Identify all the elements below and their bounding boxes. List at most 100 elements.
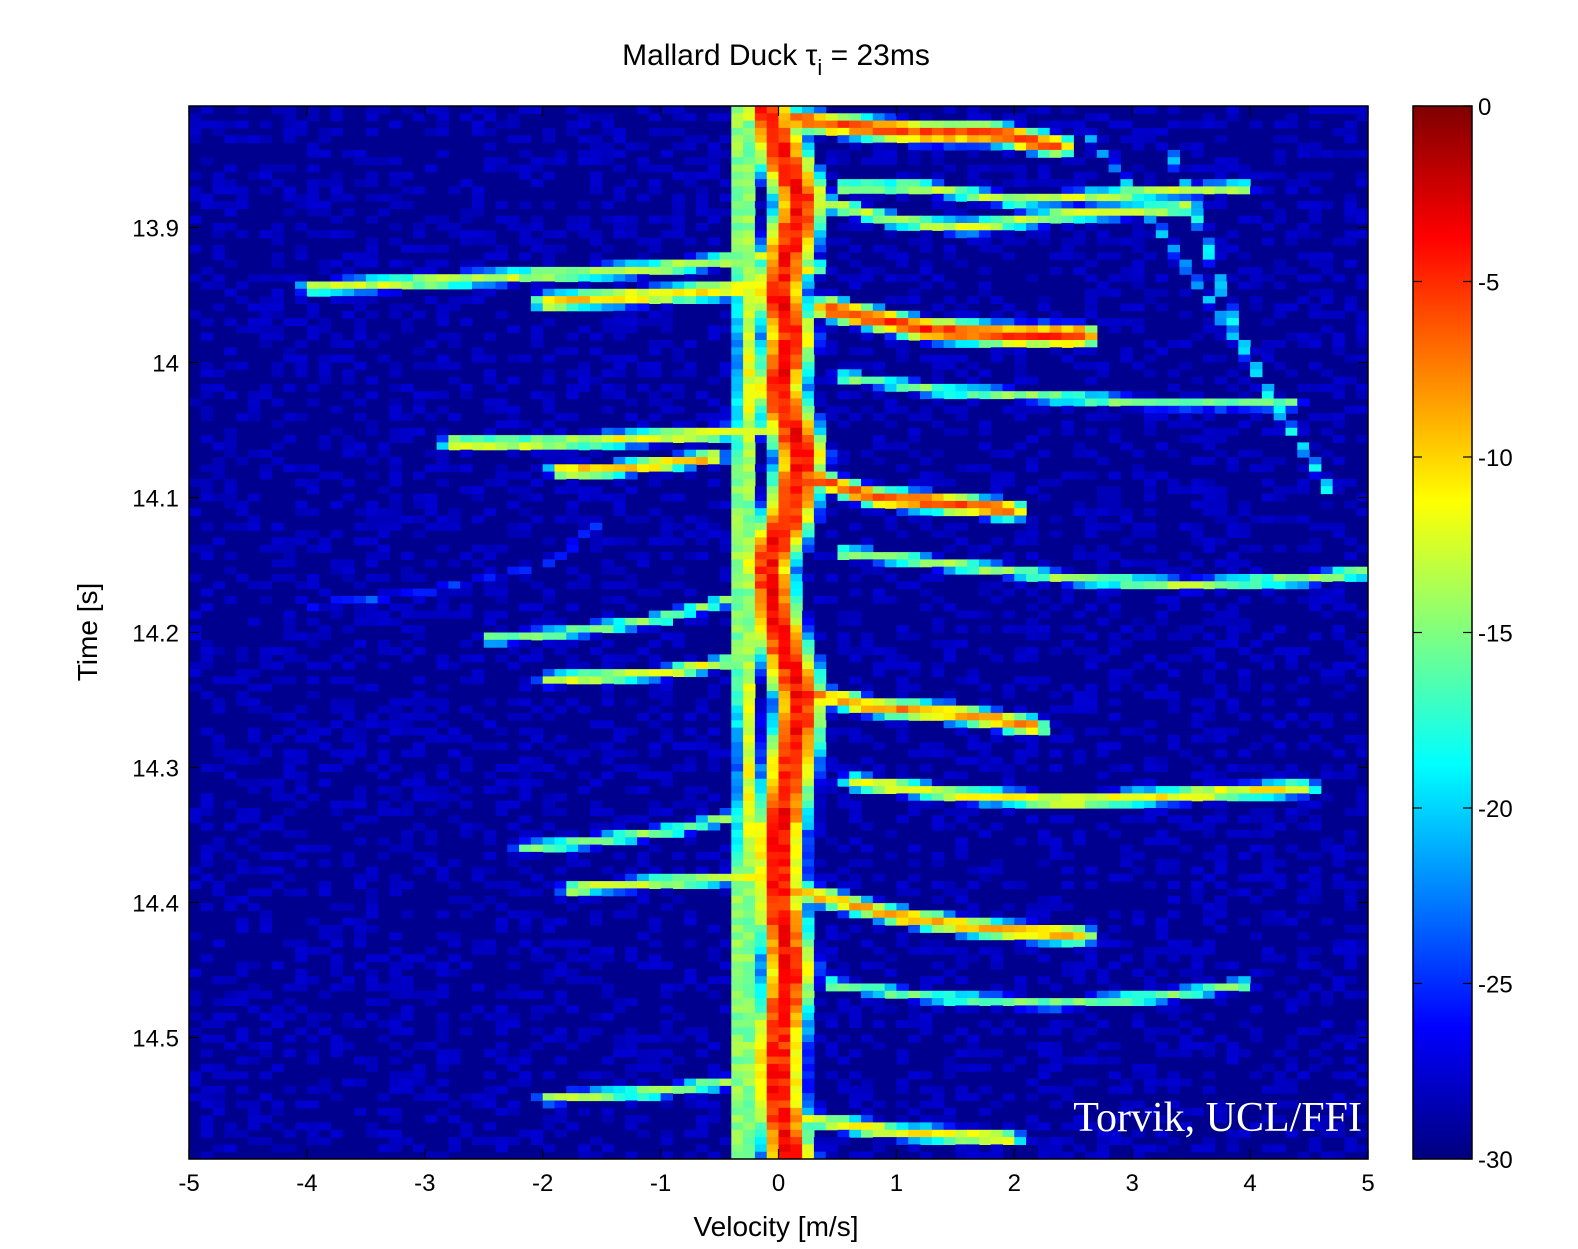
heatmap-cell	[1179, 288, 1192, 297]
heatmap-cell	[413, 113, 426, 122]
heatmap-cell	[684, 449, 697, 458]
heatmap-cell	[943, 135, 956, 144]
heatmap-cell	[825, 486, 839, 495]
heatmap-cell	[554, 435, 567, 443]
heatmap-cell	[943, 354, 956, 363]
heatmap-cell	[754, 617, 768, 626]
heatmap-cell	[1297, 464, 1310, 473]
heatmap-cell	[861, 201, 874, 209]
heatmap-cell	[589, 449, 603, 458]
heatmap-cell	[672, 127, 685, 136]
heatmap-cell	[365, 471, 379, 480]
heatmap-cell	[872, 244, 886, 253]
heatmap-cell	[955, 413, 968, 421]
heatmap-cell	[448, 881, 461, 889]
heatmap-cell	[754, 581, 768, 590]
heatmap-cell	[802, 493, 815, 502]
heatmap-cell	[1261, 778, 1275, 787]
heatmap-cell	[872, 669, 886, 677]
heatmap-cell	[1202, 435, 1216, 443]
heatmap-cell	[707, 435, 721, 443]
heatmap-cell	[778, 595, 791, 604]
heatmap-cell	[1214, 808, 1228, 816]
heatmap-cell	[342, 574, 355, 582]
heatmap-cell	[625, 464, 638, 473]
heatmap-cell	[1144, 340, 1157, 348]
heatmap-cell	[530, 654, 544, 663]
heatmap-cell	[1026, 647, 1039, 655]
heatmap-cell	[660, 822, 673, 831]
heatmap-cell	[872, 698, 886, 707]
heatmap-cell	[1238, 252, 1251, 261]
heatmap-cell	[566, 888, 579, 897]
heatmap-cell	[884, 712, 897, 721]
heatmap-cell	[872, 508, 886, 517]
heatmap-cell	[978, 230, 992, 239]
heatmap-cell	[872, 647, 886, 655]
heatmap-cell	[1108, 435, 1121, 443]
heatmap-cell	[1179, 749, 1192, 758]
heatmap-cell	[1132, 230, 1145, 239]
heatmap-cell	[436, 361, 449, 370]
heatmap-cell	[837, 910, 850, 919]
heatmap-cell	[377, 617, 390, 626]
heatmap-cell	[955, 676, 968, 685]
heatmap-cell	[660, 493, 673, 502]
heatmap-cell	[849, 712, 862, 721]
heatmap-cell	[589, 676, 603, 685]
heatmap-cell	[1026, 376, 1039, 385]
heatmap-cell	[472, 347, 485, 356]
heatmap-cell	[1285, 230, 1298, 239]
heatmap-cell	[1297, 888, 1310, 897]
heatmap-cell	[813, 756, 827, 765]
heatmap-cell	[495, 266, 508, 275]
heatmap-cell	[707, 478, 721, 487]
heatmap-cell	[1014, 120, 1027, 129]
heatmap-cell	[1261, 808, 1275, 816]
heatmap-cell	[813, 786, 827, 794]
heatmap-cell	[931, 471, 945, 480]
heatmap-cell	[1309, 303, 1322, 312]
heatmap-cell	[1002, 800, 1015, 809]
heatmap-cell	[306, 508, 320, 517]
heatmap-cell	[731, 296, 744, 304]
heatmap-cell	[1085, 113, 1098, 122]
heatmap-cell	[236, 669, 249, 677]
heatmap-cell	[1120, 186, 1133, 195]
heatmap-cell	[601, 749, 614, 758]
heatmap-cell	[825, 193, 839, 202]
heatmap-cell	[1108, 215, 1121, 224]
heatmap-cell	[872, 478, 886, 487]
heatmap-cell	[1285, 786, 1298, 794]
heatmap-cell	[283, 574, 296, 582]
heatmap-cell	[778, 332, 791, 341]
heatmap-cell	[283, 120, 296, 129]
heatmap-cell	[554, 457, 567, 465]
heatmap-cell	[1085, 361, 1098, 370]
heatmap-cell	[1073, 215, 1086, 224]
heatmap-cell	[1026, 603, 1039, 612]
heatmap-cell	[861, 325, 874, 334]
heatmap-cell	[696, 669, 709, 677]
heatmap-cell	[967, 361, 980, 370]
heatmap-cell	[189, 135, 202, 144]
heatmap-cell	[648, 186, 662, 195]
heatmap-cell	[978, 873, 992, 882]
heatmap-cell	[259, 595, 273, 604]
heatmap-cell	[519, 559, 532, 568]
heatmap-cell	[1202, 120, 1216, 129]
heatmap-cell	[306, 486, 320, 495]
heatmap-cell	[825, 530, 839, 538]
heatmap-cell	[613, 281, 626, 290]
heatmap-cell	[943, 647, 956, 655]
heatmap-cell	[589, 537, 603, 546]
heatmap-cell	[754, 793, 768, 802]
heatmap-cell	[200, 266, 214, 275]
heatmap-cell	[743, 778, 756, 787]
heatmap-cell	[813, 449, 827, 458]
heatmap-cell	[731, 120, 744, 129]
heatmap-cell	[318, 288, 332, 297]
heatmap-cell	[377, 157, 390, 166]
heatmap-cell	[731, 347, 744, 356]
heatmap-cell	[247, 778, 261, 787]
